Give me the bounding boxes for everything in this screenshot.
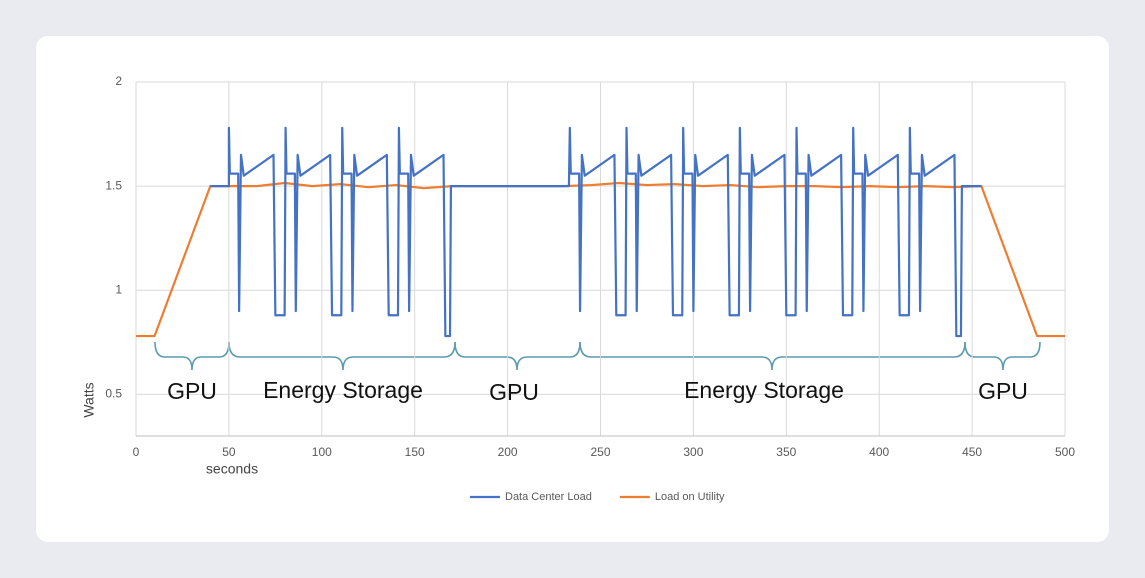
brace: [228, 341, 456, 371]
x-tick-label: 250: [590, 445, 610, 459]
annotation: Energy Storage: [263, 377, 423, 403]
brace: [454, 341, 581, 371]
card: [36, 36, 1109, 542]
annotation: GPU: [978, 378, 1028, 404]
brace: [964, 341, 1041, 371]
legend-label: Load on Utility: [655, 491, 725, 503]
x-tick-label: 300: [683, 445, 703, 459]
y-tick-label: 2: [115, 74, 122, 88]
x-tick-label: 100: [312, 445, 332, 459]
x-tick-label: 500: [1055, 445, 1075, 459]
x-tick-label: 200: [498, 445, 518, 459]
annotation: GPU: [489, 379, 539, 405]
y-tick-label: 1: [115, 282, 122, 296]
x-axis-title: seconds: [206, 461, 258, 477]
annotation: GPU: [167, 378, 217, 404]
series-line: [136, 181, 1065, 338]
x-tick-label: 350: [776, 445, 796, 459]
y-tick-label: 1.5: [105, 178, 122, 192]
x-tick-label: 50: [222, 445, 236, 459]
brace: [579, 341, 966, 371]
annotation: Energy Storage: [684, 377, 844, 403]
x-tick-label: 450: [962, 445, 982, 459]
brace: [154, 341, 230, 371]
legend-label: Data Center Load: [505, 491, 592, 503]
y-axis-title: Watts: [81, 382, 97, 417]
x-tick-label: 400: [869, 445, 889, 459]
x-tick-label: 0: [133, 445, 140, 459]
x-tick-label: 150: [405, 445, 425, 459]
series-line: [210, 126, 982, 338]
y-tick-label: 0.5: [105, 387, 122, 401]
braces: [154, 341, 1041, 371]
